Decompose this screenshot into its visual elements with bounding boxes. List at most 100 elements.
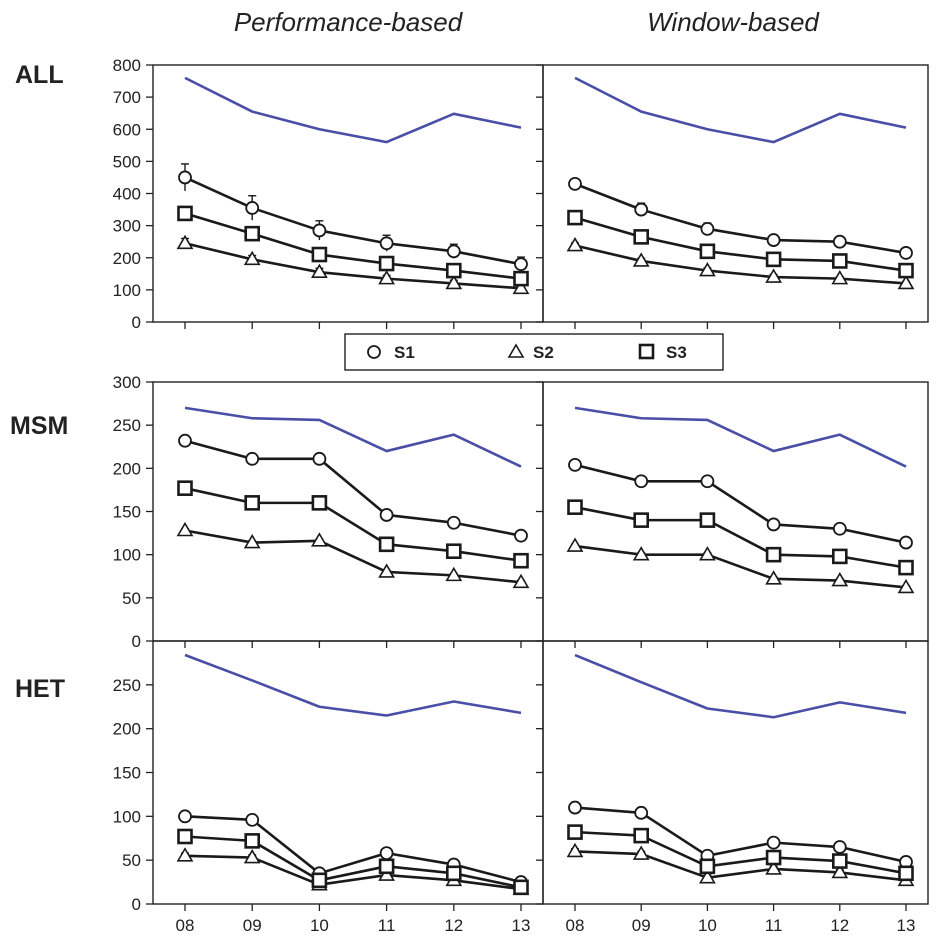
panel-msm-performance-based-series-s1-point	[514, 528, 528, 543]
legend: S1 S2 S3	[344, 333, 724, 371]
panel-het-window-based-frame	[542, 640, 929, 905]
panel-het-performance-based-series-s1-line	[184, 815, 522, 884]
panel-all-performance-based-series-s3-point	[378, 255, 395, 272]
panel-msm-performance-based-series-s2-point	[243, 533, 261, 549]
panel-het-performance-based-ytick-label: 0	[132, 895, 141, 914]
panel-all-performance-based-series-s2-point	[176, 234, 194, 250]
panel-all-window-based-series-s1-point	[899, 246, 913, 260]
panel-het-window-based-series-s2-point	[831, 863, 849, 879]
panel-msm-performance-based-series-s2-point	[445, 566, 463, 582]
row-label-het: HET	[15, 675, 65, 703]
panel-all-performance-based-series-s3-point	[513, 270, 529, 287]
panel-het-performance-based-series-s2-point	[176, 847, 194, 862]
column-title-performance-based: Performance-based	[234, 7, 464, 37]
panel-het-window-based-xtick-label: 11	[765, 916, 783, 935]
panel-het-window-based-series-s1-point	[634, 805, 649, 820]
panel-het-window-based-xtick-label: 13	[897, 916, 916, 935]
panel-msm-performance-based-ytick-label: 150	[113, 503, 141, 522]
panel-all-window-based-series-s3-point	[765, 251, 782, 268]
panel-msm-window-based-series-s3-line	[574, 505, 907, 569]
panel-het-window-based-series-s3-point	[898, 865, 914, 882]
panel-all-performance-based-ytick-label: 200	[113, 249, 141, 268]
legend-label-s1: S1	[394, 343, 415, 362]
panel-all-performance-based-series-s2-line	[184, 242, 522, 290]
panel-het-performance-based-xtick-label: 08	[176, 916, 195, 935]
panel-all-window-based	[536, 64, 929, 329]
panel-het-performance-based-ytick-label: 100	[113, 807, 141, 826]
panel-msm-window-based-series-s3-point	[831, 548, 848, 565]
panel-all-performance-based-series-s1-point	[245, 201, 260, 215]
panel-msm-performance-based-ytick-label: 50	[122, 589, 141, 608]
legend-circle-marker	[367, 345, 381, 359]
panel-msm-performance-based-series-s2-line	[184, 529, 522, 584]
panel-all-performance-based-series-s1-point	[312, 223, 327, 238]
panel-msm-window-based-series-s2-point	[765, 570, 782, 585]
panels-layer: 0100200300400500600700800501001502002503…	[113, 56, 929, 935]
panel-msm-performance-based-series-s3-point	[445, 543, 462, 560]
panel-all-performance-based-ytick-label: 500	[113, 152, 141, 171]
panel-all-performance-based-series-s2-point	[512, 279, 530, 295]
panel-msm-window-based-series-s3-point	[567, 499, 583, 515]
panel-all-performance-based-series-s1-line	[184, 176, 522, 266]
legend-label-s2: S2	[533, 343, 554, 362]
panel-msm-window-based-series-s1-point	[832, 521, 847, 536]
panel-msm-performance-based-series-s1-point	[245, 451, 260, 466]
panel-het-performance-based-ytick-label: 50	[122, 851, 141, 870]
panel-all-performance-based-series-s3-point	[177, 205, 193, 222]
panel-all-window-based-series-s2-point	[699, 262, 716, 277]
panel-all-window-based-series-s2-point	[632, 252, 650, 267]
panel-msm-performance-based-ytick-label: 300	[113, 373, 141, 392]
panel-het-performance-based-series-s3-point	[378, 858, 395, 875]
panel-het-window-based-xtick-label: 09	[632, 916, 651, 935]
panel-all-window-based-series-s1-point	[568, 176, 582, 191]
panel-all-performance-based-series-s2-point	[243, 250, 261, 266]
panel-all-window-based-series-s3-point	[633, 229, 650, 245]
panel-all-performance-based-ytick-label: 800	[113, 56, 141, 75]
panel-all-performance-based-series-s1-point	[446, 244, 461, 259]
panel-msm-window-based-series-s1-point	[766, 517, 781, 532]
panel-all-performance-based-reference-line	[184, 76, 522, 144]
panel-het-performance-based-xtick-label: 09	[243, 916, 262, 935]
panel-msm-window-based-series-s1-point	[899, 535, 913, 550]
panel-all-window-based-series-s3-point	[831, 253, 848, 269]
legend-box	[344, 333, 724, 371]
panel-het-window-based-series-s1-point	[766, 835, 781, 850]
panel-msm-performance-based-series-s3-point	[244, 495, 260, 511]
panel-het-window-based-series-s2-point	[566, 842, 584, 858]
panel-msm-window-based-series-s1-line	[574, 463, 907, 544]
panel-all-performance-based-series-s1-point	[379, 236, 394, 251]
panel-het-window-based-series-s3-point	[567, 824, 583, 840]
panel-het-window-based-series-s3-point	[699, 858, 716, 875]
panel-msm-window-based-series-s2-point	[632, 546, 650, 561]
panel-het-performance-based-series-s2-point	[243, 848, 261, 864]
panel-het-performance-based-ytick-label: 250	[113, 676, 141, 695]
panel-msm-window-based-series-s3-point	[765, 546, 782, 563]
panel-msm-window-based-series-s2-line	[574, 544, 907, 589]
panel-het-performance-based-series-s3-line	[184, 835, 522, 889]
panel-het-performance-based-xtick-label: 11	[378, 916, 396, 935]
panel-msm-performance-based-series-s3-point	[378, 536, 395, 553]
panel-msm-window-based-series-s2-point	[566, 537, 584, 552]
panel-het-performance-based: 0 50 100 150 200 250 0 08 09 10 11 12 13	[113, 632, 544, 935]
panel-all-window-based-series-s1-line	[574, 182, 907, 255]
panel-all-performance-based-series-s2-point	[445, 274, 463, 290]
panel-het-performance-based-xtick-label: 13	[512, 916, 531, 935]
panel-het-window-based-series-s3-point	[633, 827, 650, 844]
panel-all-window-based-series-s2-point	[566, 236, 584, 252]
panel-msm-performance-based-series-s1-point	[379, 508, 394, 522]
panel-msm-performance-based-series-s3-point	[513, 552, 529, 569]
panel-all-performance-based-series-s1-point	[178, 170, 192, 185]
panel-het-window-based-xtick-label: 08	[566, 916, 585, 935]
panel-msm-performance-based-series-s2-point	[176, 521, 194, 537]
column-title-window-based: Window-based	[647, 7, 820, 37]
panel-msm-performance-based-series-s1-point	[446, 515, 461, 530]
panel-msm-window-based-series-s3-point	[699, 512, 716, 528]
panel-all-window-based-series-s1-point	[832, 234, 847, 249]
panel-all-window-based-series-s1-point	[700, 221, 715, 236]
panel-het-performance-based-reference-line	[184, 653, 522, 717]
panel-all-performance-based-series-s1-point	[514, 257, 528, 272]
panel-het-performance-based-series-s3-point	[177, 828, 193, 845]
panel-het-window-based: 08 09 10 11 12 13	[536, 640, 929, 935]
panel-all-window-based-series-s3-point	[699, 243, 716, 260]
panel-all-window-based-reference-line	[574, 76, 907, 144]
